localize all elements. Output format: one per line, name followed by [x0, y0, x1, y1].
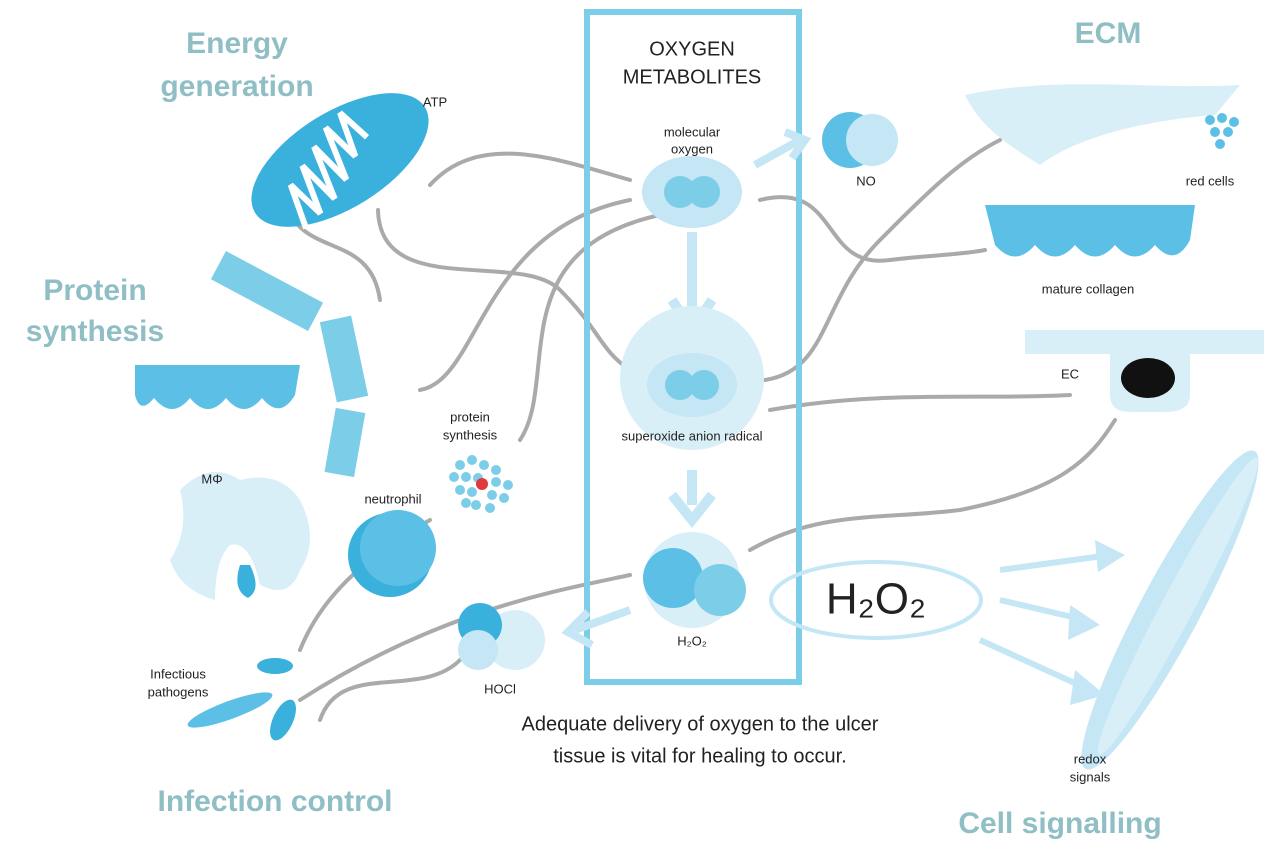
- caption: tissue is vital for healing to occur.: [553, 745, 846, 767]
- signalling-shapes: [769, 450, 1259, 770]
- label: EC: [1061, 366, 1079, 381]
- label: NO: [856, 173, 876, 188]
- caption: Adequate delivery of oxygen to the ulcer: [522, 713, 879, 735]
- label: H₂O₂: [677, 633, 707, 648]
- heading: synthesis: [26, 315, 164, 348]
- label: red cells: [1186, 173, 1235, 188]
- heading: Energy: [186, 27, 288, 60]
- heading: Cell signalling: [958, 807, 1161, 840]
- label: oxygen: [671, 141, 713, 156]
- h2o2-label: H₂O₂: [826, 575, 926, 624]
- heading: ECM: [1075, 17, 1142, 50]
- label: molecular: [664, 124, 721, 139]
- label: synthesis: [443, 427, 498, 442]
- label: Infectious: [150, 666, 206, 681]
- label: ATP: [423, 94, 447, 109]
- label: HOCl: [484, 681, 516, 696]
- label: protein: [450, 409, 490, 424]
- label: MΦ: [201, 471, 222, 486]
- label: mature collagen: [1042, 281, 1135, 296]
- heading: Infection control: [158, 785, 393, 818]
- label: pathogens: [148, 684, 209, 699]
- heading: generation: [160, 70, 313, 103]
- molecules: [458, 112, 898, 670]
- label: signals: [1070, 769, 1111, 784]
- cells: [170, 472, 436, 741]
- heading: Protein: [43, 274, 146, 307]
- center-box: [584, 9, 802, 685]
- label: superoxide anion radical: [622, 428, 763, 443]
- label: neutrophil: [364, 491, 421, 506]
- protein-shapes: [135, 251, 513, 513]
- label: redox: [1074, 751, 1107, 766]
- mitochondrion: [251, 93, 429, 230]
- labels: Energy generation Protein synthesis ECM …: [26, 17, 1235, 840]
- ecm-shapes: [965, 84, 1264, 412]
- connectors: [283, 138, 1117, 722]
- box-title: OXYGEN: [649, 38, 735, 60]
- box-title: METABOLITES: [623, 66, 762, 88]
